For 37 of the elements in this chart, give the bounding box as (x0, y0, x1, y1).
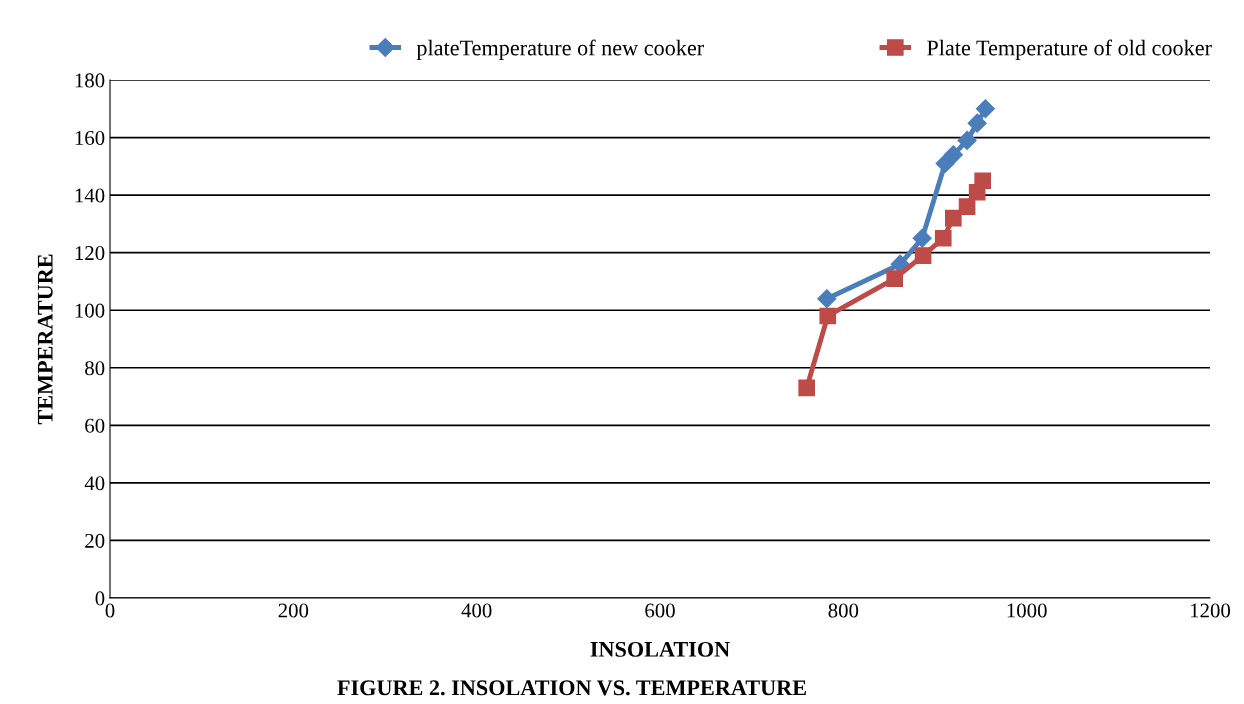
y-tick-label: 140 (75, 188, 105, 203)
x-tick-label: 800 (828, 603, 859, 618)
point (975, 99, 995, 119)
y-tick-label: 40 (84, 476, 105, 491)
point (886, 270, 904, 287)
point (819, 307, 837, 325)
point (798, 379, 816, 397)
y-tick-label: 0 (95, 591, 105, 606)
point (934, 229, 952, 247)
y-axis-title: TEMPERATURE (37, 254, 53, 425)
point (943, 145, 963, 165)
x-tick-label: 400 (461, 603, 492, 618)
x-tick-label: 200 (278, 603, 309, 618)
x-axis-title: INSOLATION (590, 641, 730, 657)
point (957, 130, 977, 150)
point (935, 153, 955, 173)
legend-label: Plate Temperature of old cooker (927, 39, 1212, 60)
y-tick-label: 160 (75, 130, 105, 145)
point (912, 228, 932, 248)
y-tick-label: 100 (75, 303, 105, 318)
point (958, 198, 976, 215)
point (817, 289, 837, 309)
point (974, 172, 992, 190)
x-tick-label: 1200 (1191, 603, 1231, 618)
x-tick-label: 0 (105, 603, 115, 618)
y-tick-label: 120 (75, 246, 105, 261)
point (967, 113, 987, 133)
x-tick-label: 1000 (1007, 603, 1047, 618)
y-tick-label: 180 (75, 73, 105, 88)
legend-label: plateTemperature of new cooker (416, 39, 704, 60)
text: FIGURE 2. INSOLATION VS. TEMPERATURE (337, 680, 806, 696)
x-tick-label: 600 (645, 603, 675, 618)
point (944, 209, 962, 227)
y-tick-label: 60 (85, 418, 105, 433)
y-tick-label: 80 (85, 361, 105, 376)
y-tick-label: 20 (85, 533, 105, 548)
point (914, 247, 932, 264)
